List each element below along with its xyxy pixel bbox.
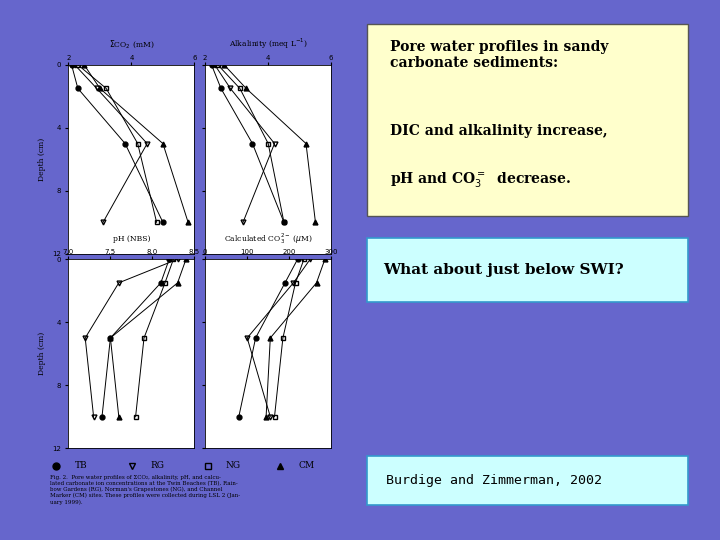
Text: Pore water profiles in sandy
carbonate sediments:: Pore water profiles in sandy carbonate s… xyxy=(390,39,608,70)
FancyBboxPatch shape xyxy=(367,24,688,216)
Y-axis label: Depth (cm): Depth (cm) xyxy=(38,138,46,181)
Text: pH and CO$_3^=$  decrease.: pH and CO$_3^=$ decrease. xyxy=(390,170,571,189)
FancyBboxPatch shape xyxy=(367,456,688,505)
Text: NG: NG xyxy=(226,461,241,470)
Title: Alkalinity (meq L$^{-1}$): Alkalinity (meq L$^{-1}$) xyxy=(229,36,307,51)
Title: Calculated CO$_3^{2-}$ ($\mu$M): Calculated CO$_3^{2-}$ ($\mu$M) xyxy=(224,231,312,246)
Y-axis label: Depth (cm): Depth (cm) xyxy=(38,332,46,375)
Text: Fig. 2.  Pore water profiles of ΣCO₂, alkalinity, pH, and calcu-
lated carbonate: Fig. 2. Pore water profiles of ΣCO₂, alk… xyxy=(50,475,240,504)
FancyBboxPatch shape xyxy=(367,238,688,302)
Text: What about just below SWI?: What about just below SWI? xyxy=(383,263,624,277)
Text: TB: TB xyxy=(75,461,87,470)
Title: pH (NBS): pH (NBS) xyxy=(112,235,150,243)
Text: CM: CM xyxy=(298,461,315,470)
Title: $\Sigma$CO$_2$ (mM): $\Sigma$CO$_2$ (mM) xyxy=(109,38,154,50)
Text: Burdige and Zimmerman, 2002: Burdige and Zimmerman, 2002 xyxy=(387,474,603,487)
Text: RG: RG xyxy=(150,461,164,470)
Text: DIC and alkalinity increase,: DIC and alkalinity increase, xyxy=(390,124,607,138)
